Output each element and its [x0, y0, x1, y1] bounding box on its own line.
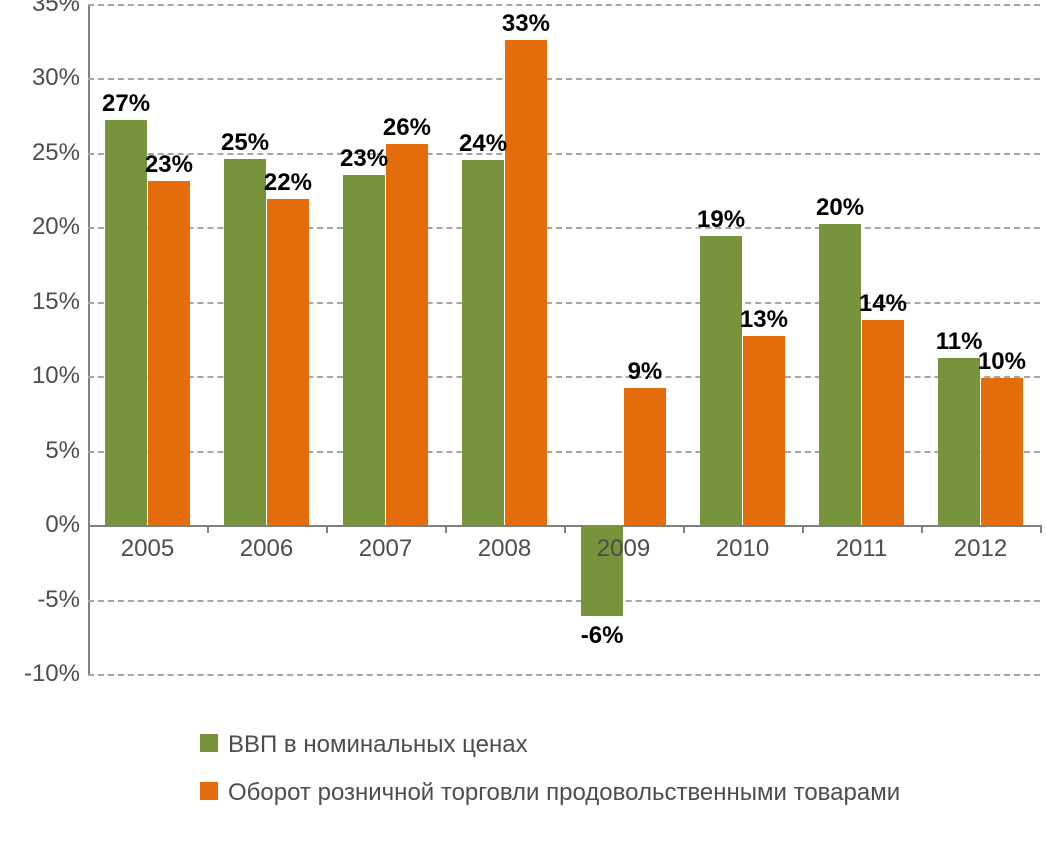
bar: [505, 40, 548, 525]
gridline: [88, 600, 1040, 602]
value-label: 11%: [936, 328, 983, 356]
legend-label: ВВП в номинальных ценах: [228, 730, 528, 760]
gridline: [88, 674, 1040, 676]
bar: [267, 199, 310, 525]
value-label: 20%: [816, 194, 864, 222]
y-tick-label: 0%: [45, 511, 88, 539]
value-label: 23%: [145, 151, 193, 179]
legend: ВВП в номинальных ценах Оборот розничной …: [200, 730, 1020, 826]
y-tick-label: -10%: [24, 660, 88, 688]
legend-item: Оборот розничной торговли продовольствен…: [200, 778, 1020, 808]
bar: [862, 320, 905, 525]
gridline: [88, 4, 1040, 6]
y-tick-label: 25%: [32, 139, 88, 167]
x-tick-label: 2007: [359, 535, 412, 563]
value-label: 24%: [459, 130, 507, 158]
value-label: 10%: [978, 348, 1026, 376]
y-tick-label: 35%: [32, 0, 88, 18]
gridline: [88, 78, 1040, 80]
value-label: 22%: [264, 169, 312, 197]
y-tick-label: 10%: [32, 362, 88, 390]
grouped-bar-chart: -10% -5% 0% 5% 10% 15% 20% 25% 30% 35% 27% 23% 25% 2…: [0, 0, 1046, 845]
x-tick: [564, 525, 566, 533]
value-label: 19%: [697, 206, 745, 234]
bar: [105, 120, 148, 525]
y-tick-label: 30%: [32, 64, 88, 92]
bar: [624, 388, 667, 525]
bar: [343, 175, 386, 525]
x-tick-label: 2005: [121, 535, 174, 563]
value-label: 13%: [740, 306, 788, 334]
x-tick: [921, 525, 923, 533]
x-tick-label: 2011: [836, 535, 888, 563]
value-label: 9%: [628, 358, 663, 386]
x-tick-label: 2010: [716, 535, 769, 563]
bar: [743, 336, 786, 525]
bar: [700, 236, 743, 525]
x-tick: [326, 525, 328, 533]
value-label: 23%: [340, 145, 388, 173]
legend-item: ВВП в номинальных ценах: [200, 730, 1020, 760]
x-tick: [1040, 525, 1042, 533]
value-label: 25%: [221, 129, 269, 157]
bar: [224, 159, 267, 525]
bar: [981, 378, 1024, 525]
value-label: 33%: [502, 10, 550, 38]
bar: [938, 358, 981, 525]
legend-marker: [200, 782, 218, 800]
x-tick-label: 2008: [478, 535, 531, 563]
y-tick-label: -5%: [37, 586, 88, 614]
y-tick-label: 20%: [32, 213, 88, 241]
value-label: 14%: [859, 290, 907, 318]
value-label: 26%: [383, 114, 431, 142]
y-tick-label: 5%: [45, 437, 88, 465]
x-tick-label: 2012: [954, 535, 1007, 563]
x-tick: [802, 525, 804, 533]
x-tick: [88, 525, 90, 533]
plot-area: -10%-5%0%5%10%15%20%25%30%35% 27%23%25%2…: [88, 4, 1040, 674]
x-tick: [207, 525, 209, 533]
bar: [462, 160, 505, 525]
bar: [819, 224, 862, 525]
bar: [386, 144, 429, 525]
value-label: 27%: [102, 90, 150, 118]
bar: [148, 181, 191, 525]
legend-marker: [200, 734, 218, 752]
value-label: -6%: [581, 622, 624, 650]
y-tick-label: 15%: [32, 288, 88, 316]
y-axis-line: [88, 4, 90, 674]
x-tick-label: 2006: [240, 535, 293, 563]
x-tick: [683, 525, 685, 533]
legend-label: Оборот розничной торговли продовольствен…: [228, 778, 900, 808]
x-tick-label: 2009: [597, 535, 650, 563]
x-tick: [445, 525, 447, 533]
